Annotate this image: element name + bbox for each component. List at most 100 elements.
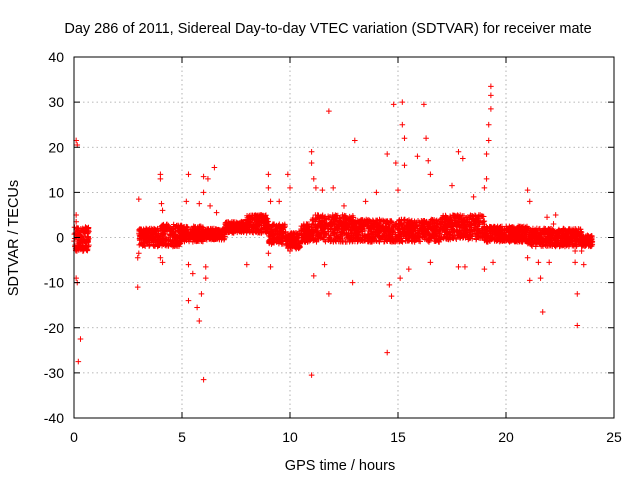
data-point [524,187,531,193]
data-point [460,155,466,162]
data-point [157,176,164,182]
data-point-band [174,243,181,249]
data-point-band [470,228,476,234]
data-point-band [143,238,150,244]
data-point-band [313,239,320,245]
data-point-band [492,236,499,243]
data-point-band [146,243,152,249]
data-point-band [380,218,387,225]
data-point [526,277,533,284]
data-point-band [397,221,404,228]
data-point-band [420,220,427,226]
data-point-band [448,227,455,233]
data-point-band [399,226,405,233]
data-point-band [327,213,333,220]
data-point-band [565,239,572,245]
data-point-band [254,215,260,222]
data-point [427,171,434,178]
data-point [158,200,165,207]
data-point-band [221,235,228,242]
data-point-band [516,237,523,244]
data-point-band [414,222,420,229]
data-point-band [355,223,362,229]
data-point-band [329,228,336,235]
data-point-band [172,225,179,232]
data-point-band [472,219,479,226]
data-point-band [476,235,482,241]
data-point-band [397,237,404,244]
data-point-band [282,223,288,229]
data-point-band [152,232,158,238]
data-point [265,250,272,257]
data-point-band [574,236,580,243]
data-point-band [432,229,439,236]
data-point-band [284,241,290,248]
data-point-band [374,217,380,224]
data-point-band [289,236,295,243]
data-point [574,291,581,297]
data-point-band [208,229,215,236]
data-point [552,212,559,218]
data-point-band [415,218,421,224]
data-point-band [85,236,91,243]
data-point-band [441,222,448,228]
data-point-band [451,232,458,238]
data-point-band [436,231,443,238]
data-point-band [209,229,215,235]
data-point-band [464,218,471,224]
data-point-band [75,231,82,238]
data-point-band [318,222,325,228]
data-point-band [314,224,320,230]
data-point-band [216,229,223,236]
data-point [488,92,494,99]
data-point-band [439,225,446,232]
data-point-band [304,221,311,228]
data-point [572,259,578,266]
data-point-band [225,219,231,225]
data-point-band [322,238,329,245]
data-point-band [148,233,155,240]
data-point-band [563,238,569,244]
data-point-band [255,229,262,235]
data-point-band [496,238,503,245]
data-point-band [309,217,316,223]
data-point-band [260,225,266,232]
data-point-band [456,214,463,220]
data-points [71,83,596,383]
data-point [287,248,293,254]
data-point-band [423,219,429,225]
data-point [539,309,546,315]
data-point-band [483,237,490,244]
data-point [77,336,84,342]
data-point-band [334,225,341,231]
data-point-band [472,232,479,238]
data-point-band [290,234,296,240]
data-point-band [260,219,267,226]
data-point-band [204,227,211,233]
data-point-band [334,234,341,240]
data-point-band [515,228,521,235]
data-point [386,282,393,288]
data-point-band [212,227,219,234]
data-point-band [336,219,343,225]
data-point [425,157,432,164]
data-point-band [577,226,584,233]
data-point [488,83,494,90]
data-point-band [417,238,423,245]
data-point [244,261,250,268]
data-point-band [161,228,168,234]
data-point-band [425,237,431,244]
data-point-band [198,236,205,243]
data-point [200,173,207,180]
data-point-band [226,224,233,231]
data-point-band [561,226,567,233]
data-point-band [343,226,350,233]
data-point [213,209,220,216]
data-point-band [364,218,370,225]
data-point-band [497,224,503,231]
data-point-band [147,229,154,235]
data-point-band [298,235,305,241]
data-point-band [472,212,478,219]
data-point-band [353,235,359,241]
data-point-band [460,231,467,238]
